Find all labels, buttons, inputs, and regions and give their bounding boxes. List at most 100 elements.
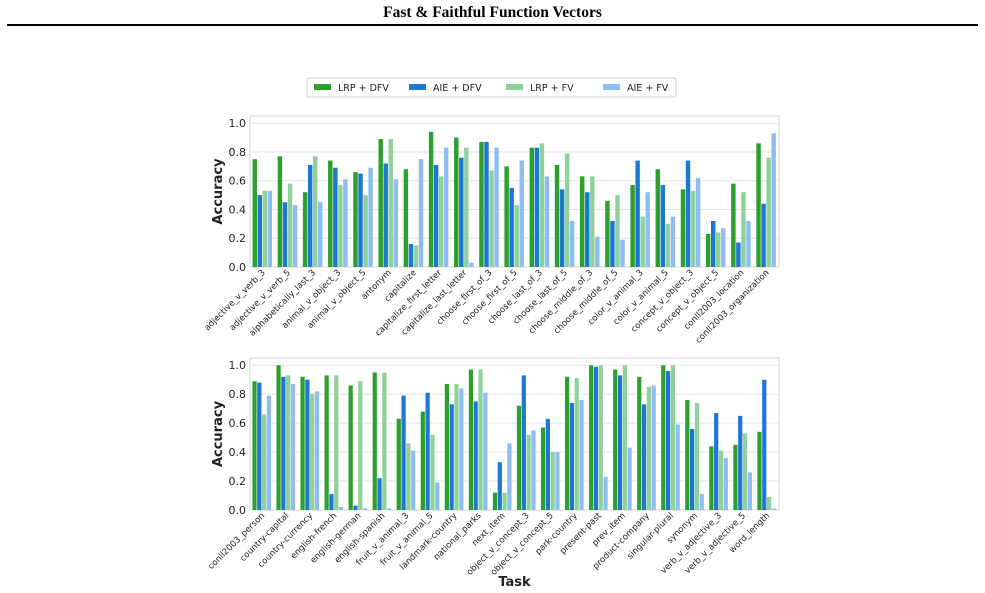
bar-lrp-fv-singular-plural: [670, 365, 676, 510]
bar-aie-dfv-english-spanish: [377, 478, 382, 510]
bar-lrp-dfv-country-capital: [276, 365, 281, 510]
bar-lrp-dfv-capitalize-last-letter: [454, 137, 459, 267]
x-axis-label: Task: [498, 575, 531, 590]
bar-aie-dfv-choose-first-of-5: [509, 187, 514, 267]
legend-label-lrp-dfv: LRP + DFV: [338, 83, 389, 94]
bar-aie-dfv-product-company: [641, 404, 647, 510]
bar-lrp-dfv-english-french: [324, 375, 329, 510]
bar-aie-fv-english-german: [363, 508, 368, 510]
bar-lrp-fv-animal-v-object-3: [338, 185, 343, 267]
bar-lrp-fv-choose-first-of-5: [514, 205, 519, 267]
bar-lrp-fv-product-company: [646, 386, 651, 510]
bar-lrp-dfv-park-country: [564, 376, 570, 510]
bar-lrp-dfv-landmark-country: [444, 384, 449, 510]
legend-swatch-lrp-dfv: [314, 84, 331, 90]
y-tick-label: 0.0: [229, 504, 247, 517]
bar-lrp-dfv-adjective-v-verb-5: [277, 156, 283, 267]
bar-lrp-dfv-alphabetically-last-3: [302, 192, 308, 267]
bar-lrp-fv-alphabetically-last-3: [312, 156, 318, 267]
bar-aie-dfv-choose-first-of-3: [484, 141, 489, 267]
bar-lrp-dfv-choose-middle-of-5: [605, 200, 610, 267]
bar-aie-dfv-landmark-country: [449, 404, 454, 510]
top-bar-chart: 0.00.20.40.60.81.0Accuracyadjective_v_ve…: [203, 115, 780, 346]
bar-lrp-dfv-color-v-animal-5: [655, 169, 661, 267]
legend-swatch-aie-fv: [603, 84, 620, 90]
bar-lrp-dfv-singular-plural: [661, 365, 666, 510]
bar-aie-fv-present-past: [603, 476, 608, 510]
bar-lrp-fv-choose-first-of-3: [489, 170, 494, 267]
bar-aie-fv-english-spanish: [387, 508, 392, 510]
bar-lrp-dfv-capitalize-first-letter: [428, 131, 434, 267]
bar-lrp-fv-present-past: [598, 365, 603, 510]
bar-aie-fv-adjective-v-verb-3: [267, 190, 273, 267]
bar-lrp-dfv-choose-first-of-3: [479, 141, 484, 267]
bar-lrp-dfv-fruit-v-animal-3: [396, 418, 401, 510]
bar-aie-dfv-adjective-v-verb-3: [257, 195, 262, 267]
bar-lrp-fv-adjective-v-verb-5: [287, 183, 293, 267]
bar-aie-dfv-fruit-v-animal-5: [425, 392, 430, 510]
bar-aie-fv-conll2003-person: [266, 395, 272, 510]
bar-aie-dfv-color-v-animal-5: [660, 185, 666, 267]
bar-lrp-dfv-verb-v-adjective-5: [733, 444, 738, 510]
bar-aie-fv-choose-middle-of-3: [595, 236, 600, 267]
y-axis-label: Accuracy: [211, 158, 226, 225]
bar-aie-fv-adjective-v-verb-5: [292, 205, 298, 267]
bar-aie-dfv-adjective-v-verb-5: [282, 202, 288, 267]
bar-aie-dfv-english-french: [329, 494, 334, 510]
bar-lrp-dfv-conll2003-location: [731, 183, 736, 267]
bar-lrp-dfv-antonym: [378, 139, 383, 267]
bar-aie-fv-verb-v-adjective-5: [747, 472, 752, 510]
bar-lrp-fv-english-spanish: [382, 372, 387, 510]
bar-lrp-fv-antonym: [388, 139, 393, 267]
bar-lrp-dfv-concept-v-object-3: [680, 189, 686, 267]
bar-aie-fv-english-french: [338, 507, 344, 510]
bar-aie-dfv-verb-v-adjective-3: [714, 413, 719, 510]
legend-swatch-lrp-fv: [506, 84, 523, 90]
bar-lrp-dfv-color-v-animal-3: [630, 185, 635, 267]
y-tick-label: 1.0: [229, 117, 247, 130]
y-tick-label: 0.6: [229, 417, 247, 430]
bar-aie-fv-choose-last-of-5: [569, 220, 575, 267]
bar-aie-dfv-word-length: [762, 379, 767, 510]
bar-aie-fv-object-v-concept-3: [531, 430, 536, 510]
bar-lrp-dfv-adjective-v-verb-3: [252, 159, 257, 267]
bar-lrp-fv-fruit-v-animal-3: [406, 443, 411, 510]
bar-lrp-fv-verb-v-adjective-5: [742, 433, 748, 510]
bar-aie-dfv-conll2003-organization: [761, 203, 766, 267]
bar-aie-dfv-verb-v-adjective-5: [738, 415, 743, 510]
bar-lrp-fv-next-item: [502, 492, 507, 510]
bar-aie-dfv-choose-middle-of-3: [585, 192, 590, 267]
bar-aie-fv-conll2003-organization: [771, 133, 776, 267]
bar-aie-dfv-conll2003-location: [736, 242, 741, 267]
bar-aie-fv-verb-v-adjective-3: [723, 457, 728, 510]
bar-lrp-fv-word-length: [766, 496, 772, 510]
bar-lrp-dfv-fruit-v-animal-5: [420, 411, 425, 510]
y-tick-label: 0.4: [229, 203, 247, 216]
bar-lrp-dfv-object-v-concept-5: [540, 427, 546, 510]
bar-lrp-dfv-next-item: [492, 492, 498, 510]
bar-lrp-dfv-synonym: [685, 399, 690, 510]
bar-aie-fv-fruit-v-animal-3: [411, 450, 416, 510]
bar-aie-dfv-singular-plural: [665, 371, 671, 510]
bar-aie-dfv-choose-last-of-3: [534, 147, 540, 267]
bar-lrp-fv-country-capital: [286, 375, 291, 510]
bar-lrp-dfv-choose-first-of-5: [504, 166, 509, 267]
y-tick-label: 0.0: [229, 261, 247, 274]
bar-aie-dfv-animal-v-object-3: [333, 167, 338, 267]
bar-aie-dfv-country-capital: [281, 376, 286, 510]
bar-lrp-fv-capitalize-first-letter: [438, 176, 444, 267]
bar-aie-dfv-capitalize-last-letter: [459, 157, 464, 267]
bar-aie-fv-object-v-concept-5: [555, 452, 560, 510]
bar-aie-dfv-color-v-animal-3: [635, 160, 640, 267]
y-tick-label: 1.0: [229, 359, 247, 372]
bar-aie-dfv-animal-v-object-5: [358, 173, 363, 267]
bar-aie-dfv-park-country: [569, 402, 575, 510]
bar-aie-dfv-alphabetically-last-3: [307, 164, 313, 267]
bar-lrp-fv-english-french: [334, 375, 339, 510]
bar-aie-dfv-next-item: [497, 462, 502, 510]
bar-lrp-dfv-country-currency: [300, 376, 305, 510]
bar-aie-dfv-synonym: [690, 428, 695, 510]
bar-lrp-dfv-english-spanish: [372, 372, 377, 510]
bar-aie-fv-color-v-animal-5: [670, 216, 676, 267]
legend-label-lrp-fv: LRP + FV: [530, 83, 574, 94]
